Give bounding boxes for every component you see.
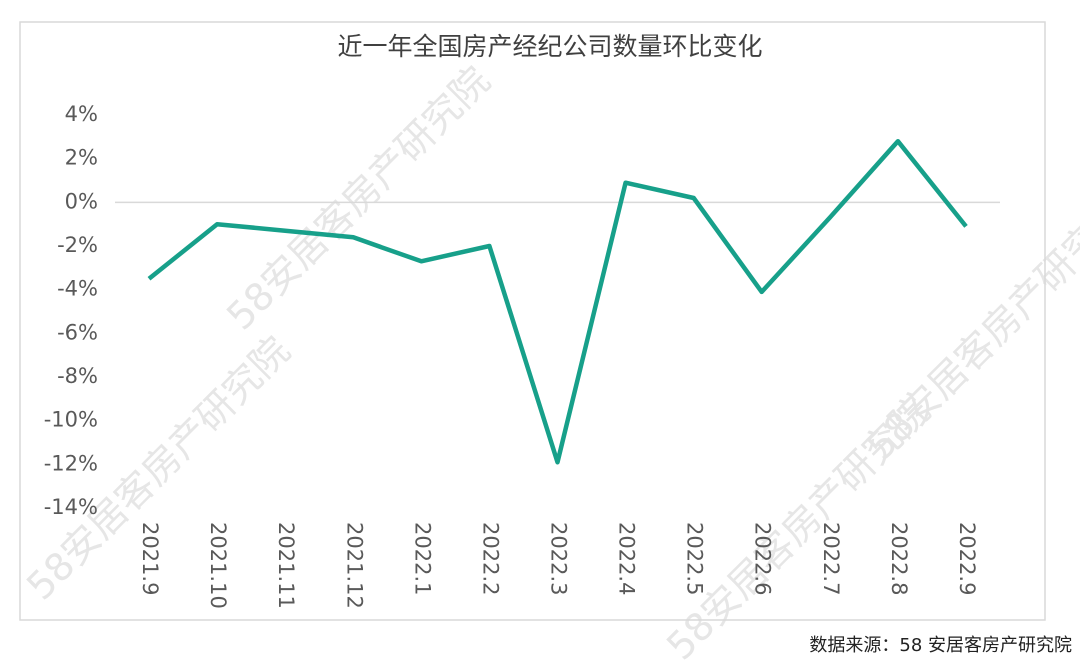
x-tick-label: 2021.11 bbox=[274, 522, 298, 609]
x-tick-label: 2022.7 bbox=[819, 522, 843, 595]
source-note: 数据来源：58 安居客房产研究院 bbox=[809, 635, 1072, 656]
x-tick-label: 2022.6 bbox=[751, 522, 775, 595]
chart-title: 近一年全国房产经纪公司数量环比变化 bbox=[337, 32, 762, 61]
x-tick-label: 2022.3 bbox=[547, 522, 571, 595]
x-tick-label: 2022.2 bbox=[478, 522, 502, 595]
data-line bbox=[147, 138, 968, 465]
x-tick-label: 2021.12 bbox=[342, 522, 366, 609]
x-tick-label: 2022.4 bbox=[615, 522, 639, 595]
y-tick-label: -6% bbox=[57, 320, 98, 344]
y-tick-label: -8% bbox=[57, 364, 98, 388]
x-tick-label: 2022.5 bbox=[683, 522, 707, 595]
x-tick-label: 2021.10 bbox=[206, 522, 230, 609]
y-tick-label: -14% bbox=[44, 495, 98, 519]
x-tick-label: 2022.8 bbox=[887, 522, 911, 595]
watermark: 58安居客房产研究院 bbox=[218, 58, 498, 338]
y-tick-label: -12% bbox=[44, 451, 98, 475]
x-tick-label: 2022.9 bbox=[955, 522, 979, 595]
y-tick-label: -4% bbox=[57, 277, 98, 301]
y-tick-label: 4% bbox=[65, 102, 98, 126]
y-tick-label: -10% bbox=[44, 408, 98, 432]
y-tick-label: -2% bbox=[57, 233, 98, 257]
y-tick-label: 0% bbox=[65, 189, 98, 213]
watermark: 58安居客房产研究院 bbox=[858, 188, 1080, 468]
x-tick-label: 2021.9 bbox=[138, 522, 162, 595]
chart-frame bbox=[19, 21, 1046, 621]
y-tick-label: 2% bbox=[65, 146, 98, 170]
x-tick-label: 2022.1 bbox=[410, 522, 434, 595]
